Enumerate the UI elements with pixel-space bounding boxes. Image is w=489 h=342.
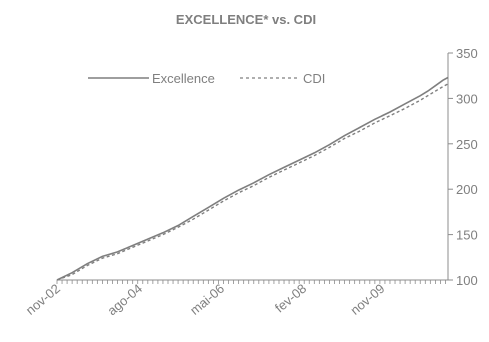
- x-tick-label: fev-08: [272, 281, 309, 316]
- plot-area: 100 150 200 250 300 350 nov-02 ago-04 mai-06 fev…: [23, 46, 478, 318]
- x-ticks: nov-02 ago-04 mai-06 fev-08 nov-09: [23, 281, 388, 319]
- cdi-line: [56, 83, 449, 281]
- y-tick-label: 150: [456, 228, 478, 243]
- y-tick-label: 200: [456, 182, 478, 197]
- y-tick-label: 250: [456, 137, 478, 152]
- series-layer: [56, 76, 449, 281]
- x-tick-label: ago-04: [104, 281, 145, 319]
- chart-title: EXCELLENCE* vs. CDI: [176, 12, 316, 27]
- legend-excellence-label: Excellence: [152, 71, 215, 86]
- x-minor-ticks: [56, 280, 446, 284]
- legend-cdi-label: CDI: [303, 71, 325, 86]
- x-tick-label: mai-06: [187, 281, 227, 318]
- x-tick-label: nov-02: [23, 281, 63, 318]
- legend: Excellence CDI: [88, 71, 325, 86]
- y-tick-label: 300: [456, 91, 478, 106]
- excellence-line: [56, 76, 449, 281]
- y-tick-label: 350: [456, 46, 478, 61]
- y-tick-label: 100: [456, 273, 478, 288]
- x-tick-label: nov-09: [347, 281, 387, 318]
- y-ticks: 100 150 200 250 300 350: [448, 46, 478, 288]
